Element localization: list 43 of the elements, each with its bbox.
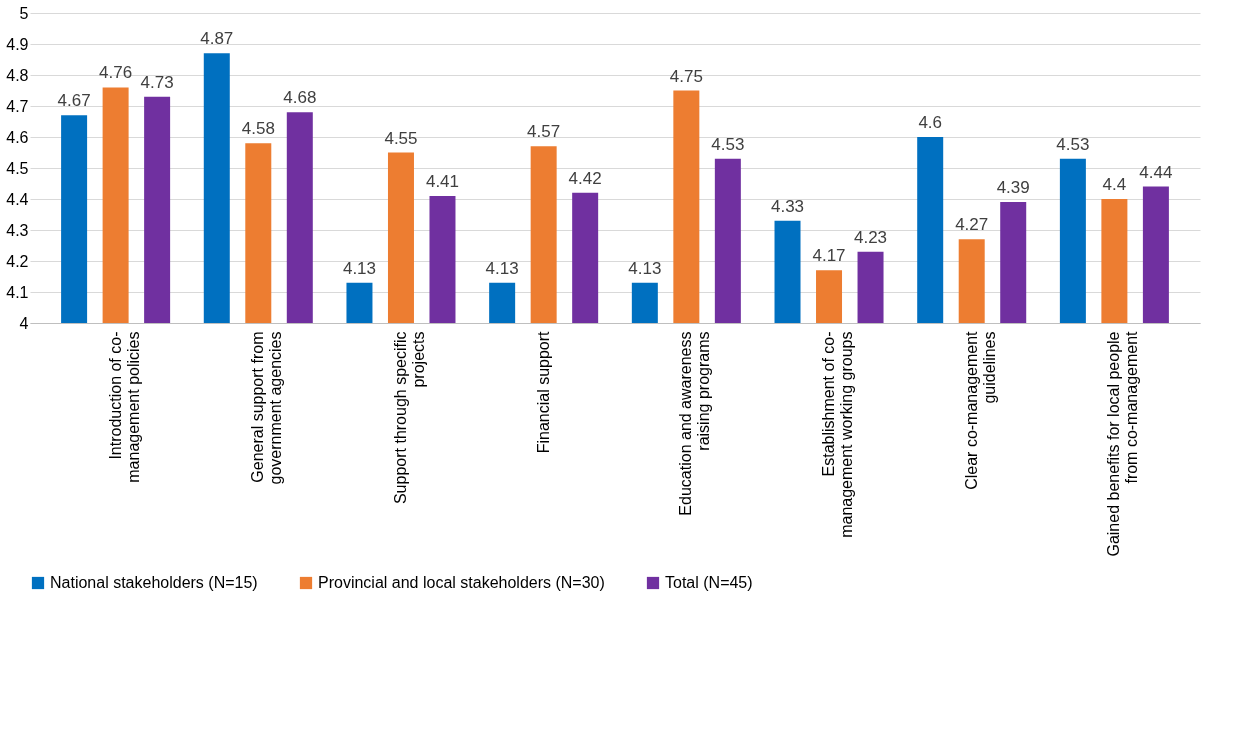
legend-label: Total (N=45) [665, 574, 753, 591]
data-label: 4.23 [853, 227, 888, 247]
y-tick-label: 4.4 [6, 190, 29, 208]
data-label: 4.13 [342, 258, 377, 278]
data-label: 4.13 [485, 258, 519, 278]
data-label: 4.27 [955, 215, 989, 235]
y-tick-label: 4.9 [6, 35, 29, 53]
data-label: 4.53 [711, 134, 745, 154]
data-label: 4.39 [996, 178, 1030, 198]
data-label: 4.6 [918, 113, 943, 132]
x-tick-label: Financial support [534, 330, 552, 454]
data-label: 4.33 [770, 196, 805, 216]
data-label: 4.13 [628, 258, 662, 278]
data-label: 4.41 [425, 171, 460, 191]
data-label: 4.87 [200, 29, 234, 49]
data-label: 4.68 [283, 88, 317, 108]
y-tick-label: 4 [19, 314, 29, 332]
y-tick-label: 4.5 [6, 159, 29, 177]
data-label: 4.75 [669, 66, 703, 86]
x-tick-label: Support through specific projects [391, 331, 427, 505]
y-tick-label: 5 [19, 4, 29, 22]
y-tick-label: 4.3 [6, 221, 29, 239]
data-label: 4.42 [568, 168, 602, 188]
legend-label: Provincial and local stakeholders (N=30) [318, 574, 605, 591]
y-tick-label: 4.7 [6, 97, 29, 115]
data-label: 4.4 [1102, 175, 1127, 194]
x-tick-label: Introduction of co- management policies [106, 331, 142, 483]
y-tick-label: 4.2 [6, 252, 29, 270]
y-tick-label: 4.8 [6, 66, 29, 84]
data-label: 4.73 [140, 72, 174, 92]
data-label: 4.76 [99, 63, 133, 83]
x-tick-label: Education and awareness raising programs [677, 331, 713, 516]
y-tick-label: 4.6 [6, 128, 29, 146]
data-label: 4.17 [812, 246, 846, 266]
x-tick-label: Clear co-management guidelines [962, 330, 998, 490]
data-label: 4.53 [1056, 134, 1090, 154]
data-label: 4.44 [1139, 162, 1173, 182]
legend-label: National stakeholders (N=15) [50, 574, 258, 591]
y-tick-label: 4.1 [6, 283, 29, 301]
data-label: 4.67 [57, 91, 91, 111]
data-label: 4.57 [527, 122, 561, 142]
data-label: 4.55 [384, 128, 418, 148]
data-label: 4.58 [241, 119, 275, 139]
